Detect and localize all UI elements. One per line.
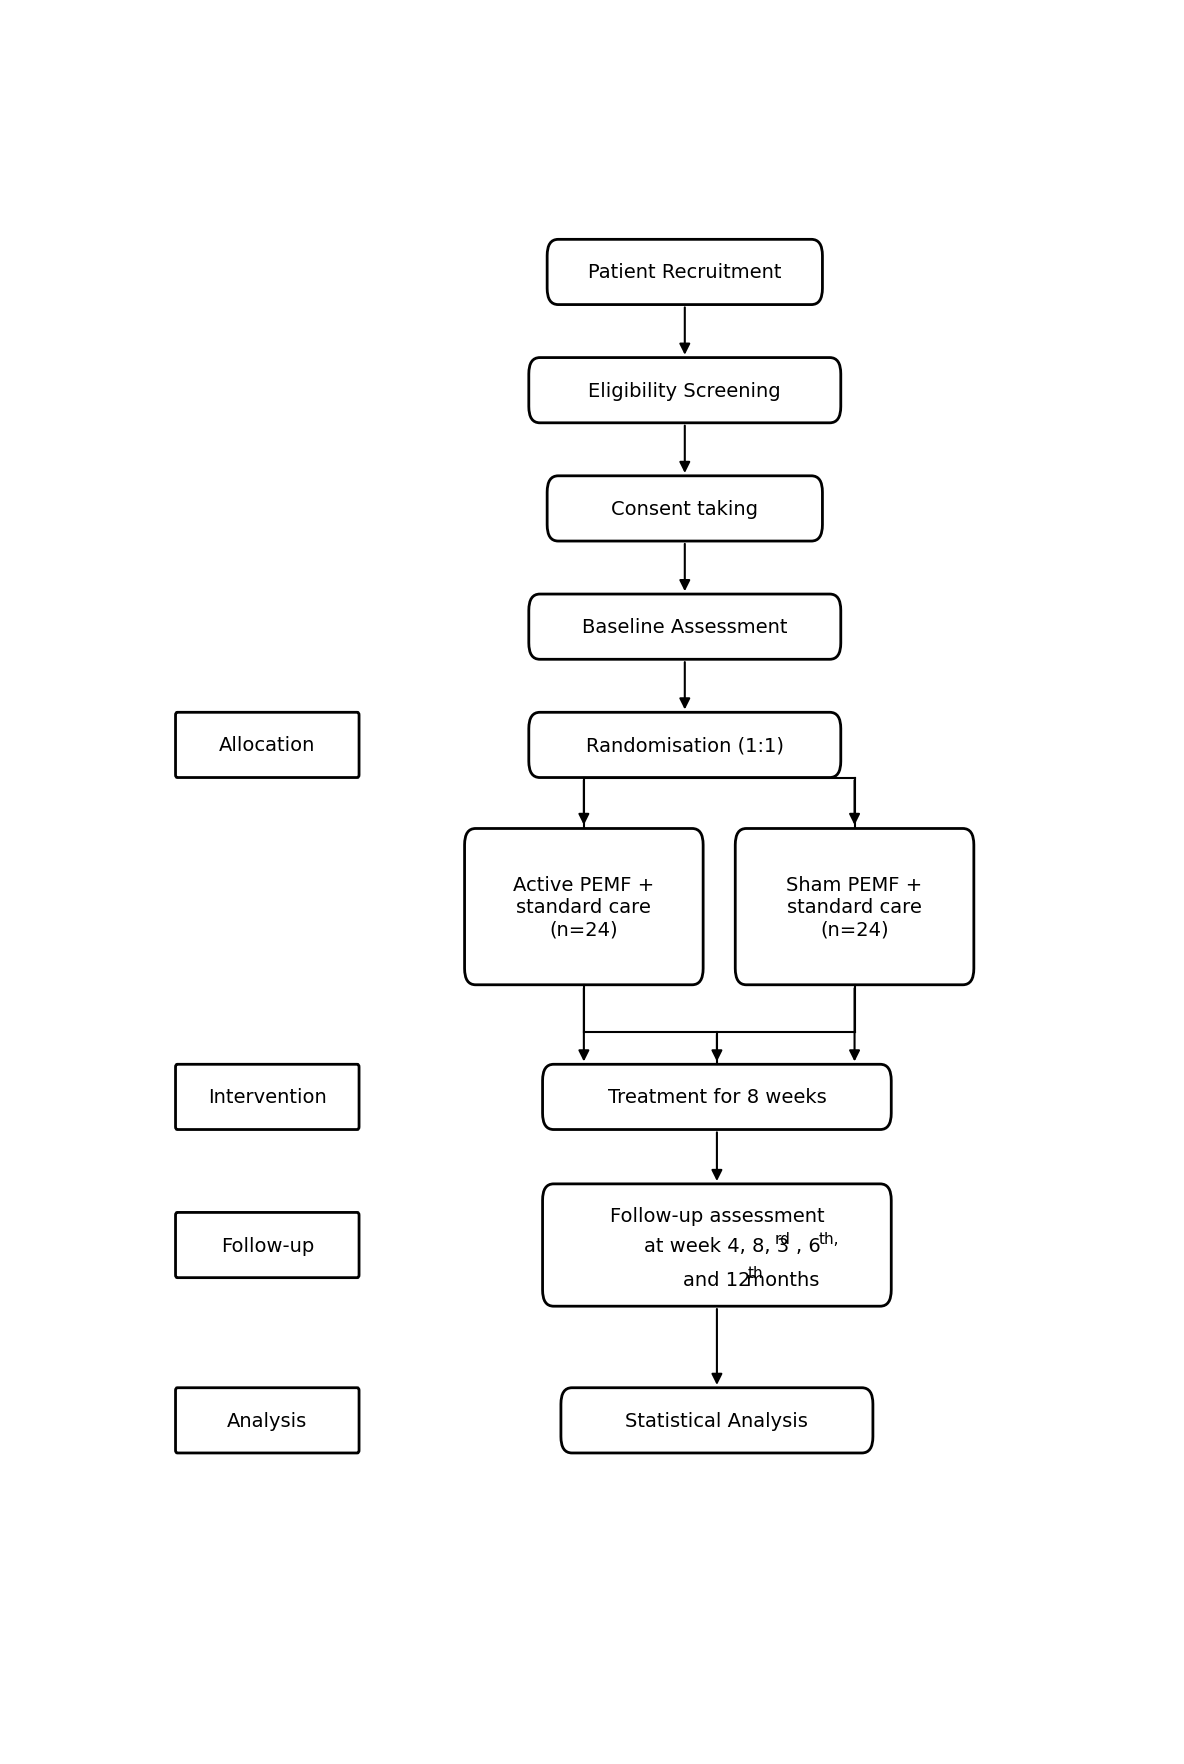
Text: Eligibility Screening: Eligibility Screening [588,381,781,400]
Text: Patient Recruitment: Patient Recruitment [588,263,781,282]
FancyBboxPatch shape [547,240,823,305]
Text: Consent taking: Consent taking [611,499,758,519]
Text: Analysis: Analysis [227,1411,308,1431]
Text: rd: rd [776,1231,791,1245]
FancyBboxPatch shape [175,1065,359,1131]
Text: th,: th, [818,1231,839,1245]
Text: at week 4, 8, 3: at week 4, 8, 3 [644,1237,790,1254]
Text: Allocation: Allocation [219,736,315,755]
FancyBboxPatch shape [542,1065,892,1131]
FancyBboxPatch shape [529,713,841,778]
Text: Randomisation (1:1): Randomisation (1:1) [586,736,784,755]
FancyBboxPatch shape [175,1212,359,1277]
Text: th: th [747,1265,764,1281]
Text: Statistical Analysis: Statistical Analysis [625,1411,809,1431]
FancyBboxPatch shape [561,1388,873,1454]
FancyBboxPatch shape [529,594,841,660]
FancyBboxPatch shape [547,476,823,542]
Text: and 12: and 12 [683,1270,751,1289]
Text: months: months [740,1270,819,1289]
Text: Follow-up: Follow-up [220,1237,314,1254]
FancyBboxPatch shape [542,1184,892,1307]
FancyBboxPatch shape [529,358,841,423]
FancyBboxPatch shape [175,713,359,778]
Text: Baseline Assessment: Baseline Assessment [583,617,787,637]
Text: Intervention: Intervention [208,1088,327,1106]
Text: Sham PEMF +
standard care
(n=24): Sham PEMF + standard care (n=24) [786,875,922,938]
Text: Follow-up assessment: Follow-up assessment [610,1207,824,1224]
Text: Treatment for 8 weeks: Treatment for 8 weeks [607,1088,826,1106]
FancyBboxPatch shape [735,829,974,986]
Text: Active PEMF +
standard care
(n=24): Active PEMF + standard care (n=24) [513,875,655,938]
Text: , 6: , 6 [797,1237,821,1254]
FancyBboxPatch shape [175,1388,359,1454]
FancyBboxPatch shape [464,829,703,986]
